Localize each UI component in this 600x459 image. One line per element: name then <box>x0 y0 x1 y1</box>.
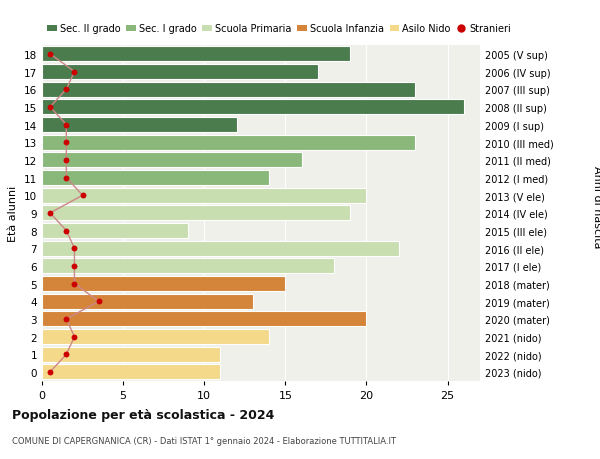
Point <box>62 139 71 146</box>
Point <box>46 104 55 111</box>
Bar <box>42 330 269 344</box>
Bar <box>42 118 236 133</box>
Bar <box>42 276 286 291</box>
Point <box>70 263 79 270</box>
Bar <box>42 100 464 115</box>
Point <box>46 210 55 217</box>
Point <box>62 227 71 235</box>
Bar <box>42 206 350 221</box>
Bar <box>42 188 367 203</box>
Text: Popolazione per età scolastica - 2024: Popolazione per età scolastica - 2024 <box>12 409 274 421</box>
Point <box>70 280 79 288</box>
Point <box>62 122 71 129</box>
Legend: Sec. II grado, Sec. I grado, Scuola Primaria, Scuola Infanzia, Asilo Nido, Stran: Sec. II grado, Sec. I grado, Scuola Prim… <box>47 24 511 34</box>
Bar <box>42 224 188 239</box>
Point <box>70 69 79 76</box>
Text: COMUNE DI CAPERGNANICA (CR) - Dati ISTAT 1° gennaio 2024 - Elaborazione TUTTITAL: COMUNE DI CAPERGNANICA (CR) - Dati ISTAT… <box>12 436 396 445</box>
Point <box>62 174 71 182</box>
Bar <box>42 294 253 309</box>
Point <box>62 351 71 358</box>
Point <box>46 369 55 376</box>
Point <box>70 333 79 341</box>
Point <box>70 245 79 252</box>
Bar <box>42 347 220 362</box>
Bar <box>42 312 367 327</box>
Bar <box>42 83 415 97</box>
Bar <box>42 171 269 185</box>
Text: Anni di nascita: Anni di nascita <box>592 165 600 248</box>
Point <box>62 316 71 323</box>
Bar <box>42 364 220 380</box>
Point <box>78 192 88 200</box>
Bar <box>42 135 415 151</box>
Point <box>46 51 55 58</box>
Point <box>62 86 71 94</box>
Bar <box>42 153 302 168</box>
Y-axis label: Età alunni: Età alunni <box>8 185 19 241</box>
Bar <box>42 47 350 62</box>
Bar <box>42 241 399 256</box>
Bar <box>42 65 318 80</box>
Point <box>62 157 71 164</box>
Point <box>94 298 104 305</box>
Bar <box>42 259 334 274</box>
